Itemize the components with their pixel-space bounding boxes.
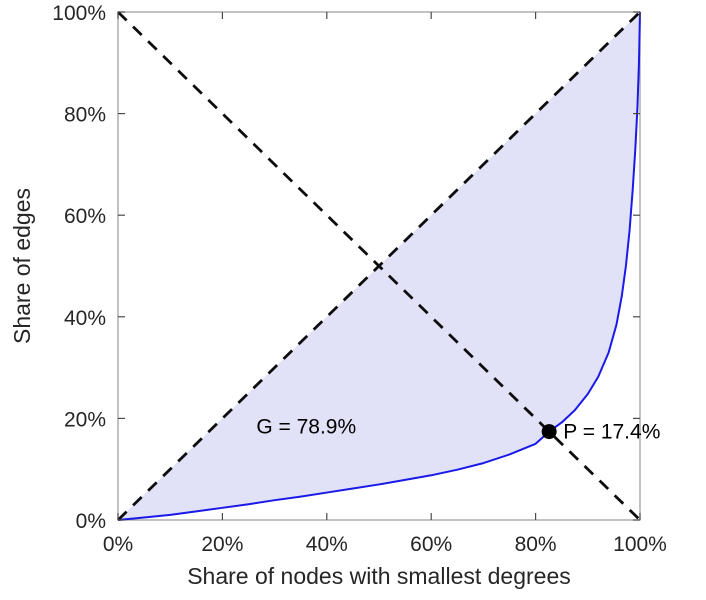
axes-box [117, 11, 641, 521]
y-tick-label: 40% [64, 307, 106, 330]
y-tick-label: 80% [64, 104, 106, 127]
tick-layer: 0% 20% 40% 60% 80% 100% 0% 20% 40% 60% 80% 100% [52, 2, 667, 556]
x-tick-label: 60% [410, 533, 452, 556]
x-axis-label: Share of nodes with smallest degrees [187, 563, 571, 589]
x-tick-label: 80% [515, 533, 557, 556]
series-layer [117, 10, 641, 522]
lorenz-curve [117, 11, 641, 521]
y-tick-label: 20% [64, 408, 106, 431]
y-tick-label: 0% [76, 510, 106, 533]
x-tick-label: 100% [613, 533, 667, 556]
anti-diagonal [117, 10, 641, 522]
y-axis-label: Share of edges [9, 188, 35, 344]
y-tick-label: 100% [52, 2, 106, 25]
gini-annotation: G = 78.9% [256, 416, 356, 439]
y-tick-label: 60% [64, 205, 106, 228]
x-tick-label: 0% [103, 533, 133, 556]
pareto-annotation: P = 17.4% [563, 421, 660, 444]
x-tick-label: 20% [201, 533, 243, 556]
pareto-point-marker [541, 424, 557, 440]
x-tick-label: 40% [306, 533, 348, 556]
